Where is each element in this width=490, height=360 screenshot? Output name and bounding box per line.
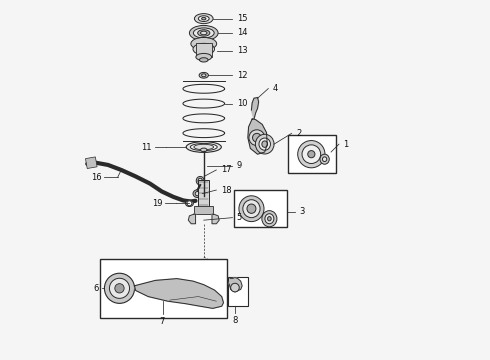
- Bar: [194, 206, 214, 214]
- Text: 11: 11: [141, 143, 152, 152]
- Bar: [288, 135, 337, 173]
- Circle shape: [115, 284, 124, 293]
- Ellipse shape: [265, 214, 274, 224]
- Ellipse shape: [198, 16, 209, 22]
- Ellipse shape: [255, 134, 274, 154]
- Ellipse shape: [196, 176, 204, 185]
- Circle shape: [231, 283, 239, 292]
- Text: 14: 14: [237, 28, 247, 37]
- Polygon shape: [248, 119, 267, 154]
- Text: 12: 12: [237, 71, 247, 80]
- Ellipse shape: [190, 26, 218, 41]
- Text: 16: 16: [91, 173, 101, 182]
- Polygon shape: [188, 214, 196, 224]
- Polygon shape: [251, 98, 259, 119]
- Bar: [198, 180, 209, 207]
- Bar: [196, 42, 212, 57]
- Ellipse shape: [262, 141, 268, 147]
- Circle shape: [298, 140, 325, 168]
- Text: 1: 1: [343, 140, 348, 149]
- Ellipse shape: [199, 58, 208, 62]
- Text: 6: 6: [93, 284, 98, 293]
- Circle shape: [308, 150, 315, 158]
- Text: 19: 19: [152, 199, 163, 208]
- Text: 18: 18: [220, 185, 231, 194]
- Ellipse shape: [268, 217, 271, 221]
- Ellipse shape: [243, 200, 260, 218]
- Text: 15: 15: [237, 14, 247, 23]
- Circle shape: [104, 273, 135, 303]
- Ellipse shape: [201, 17, 206, 20]
- Text: 10: 10: [237, 99, 247, 108]
- Ellipse shape: [200, 148, 207, 152]
- Ellipse shape: [322, 157, 327, 162]
- Text: 8: 8: [232, 316, 238, 325]
- Ellipse shape: [259, 138, 270, 150]
- Text: 9: 9: [237, 161, 242, 170]
- Text: 13: 13: [237, 46, 247, 55]
- Circle shape: [249, 130, 265, 145]
- Bar: [100, 259, 227, 318]
- Ellipse shape: [239, 196, 264, 222]
- Text: 5: 5: [237, 213, 242, 222]
- Bar: [234, 190, 287, 227]
- Bar: [228, 277, 247, 306]
- Ellipse shape: [194, 144, 214, 150]
- Ellipse shape: [196, 53, 212, 60]
- Ellipse shape: [191, 37, 217, 50]
- Text: 7: 7: [159, 317, 165, 326]
- Ellipse shape: [198, 178, 202, 183]
- Circle shape: [109, 278, 129, 298]
- Bar: [85, 157, 97, 168]
- Ellipse shape: [186, 200, 194, 207]
- Text: 4: 4: [272, 84, 278, 93]
- Polygon shape: [229, 278, 242, 292]
- Ellipse shape: [195, 192, 200, 196]
- Circle shape: [252, 134, 261, 142]
- Text: 17: 17: [220, 166, 231, 175]
- Ellipse shape: [195, 14, 213, 24]
- Ellipse shape: [262, 211, 277, 227]
- Text: 3: 3: [299, 207, 305, 216]
- Polygon shape: [212, 214, 219, 224]
- Ellipse shape: [199, 72, 208, 78]
- Ellipse shape: [193, 43, 215, 55]
- Ellipse shape: [201, 74, 206, 77]
- Ellipse shape: [247, 204, 256, 213]
- Circle shape: [302, 145, 320, 163]
- Polygon shape: [135, 279, 223, 309]
- Ellipse shape: [186, 141, 221, 152]
- Text: 2: 2: [296, 129, 301, 138]
- Ellipse shape: [197, 30, 210, 36]
- Ellipse shape: [320, 154, 329, 164]
- Ellipse shape: [194, 28, 214, 38]
- Circle shape: [187, 201, 192, 206]
- Ellipse shape: [200, 31, 207, 35]
- Ellipse shape: [190, 143, 217, 150]
- Ellipse shape: [193, 190, 202, 198]
